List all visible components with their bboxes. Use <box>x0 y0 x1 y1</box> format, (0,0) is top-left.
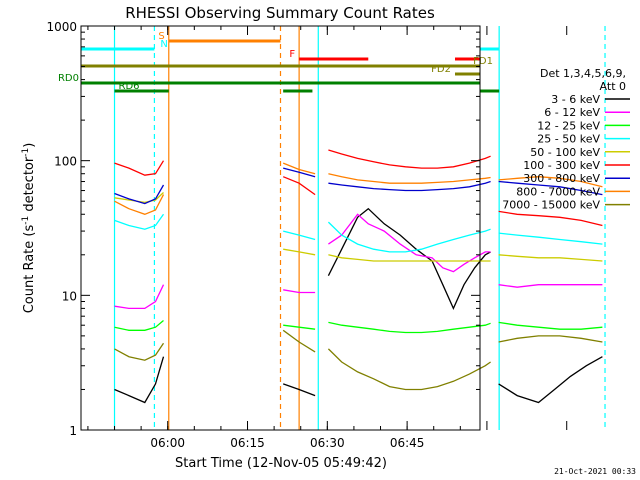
series-line-5-1 <box>282 176 316 196</box>
annotation-label-s: S <box>158 31 164 42</box>
y-axis-label-part3: ) <box>22 143 37 148</box>
y-axis-label: Count Rate (s-1 detector-1) <box>21 143 37 314</box>
series-line-6-0 <box>114 184 165 205</box>
x-tick-label-0: 06:00 <box>150 436 185 450</box>
series-line-5-3 <box>498 210 603 227</box>
legend-label-3: 25 - 50 keV <box>537 133 600 146</box>
series-line-7-1 <box>282 162 316 175</box>
y-tick-label-0: 1 <box>69 424 77 438</box>
series-line-3-1 <box>283 230 316 241</box>
legend-header-0: Det 1,3,4,5,6,9, <box>540 67 626 80</box>
series-line-7-2 <box>328 173 491 184</box>
series-line-6-1 <box>283 167 316 178</box>
chart-title: RHESSI Observing Summary Count Rates <box>125 4 435 22</box>
series-line-1-1 <box>283 289 316 294</box>
footer-timestamp: 21-Oct-2021 00:33 <box>554 467 636 476</box>
x-tick-label-2: 06:30 <box>310 436 345 450</box>
series-line-2-2 <box>328 321 491 334</box>
series-line-4-1 <box>283 248 316 256</box>
legend-label-2: 12 - 25 keV <box>537 119 600 132</box>
x-tick-label-3: 06:45 <box>390 436 425 450</box>
annotation-label-n: N <box>160 39 167 50</box>
legend-label-1: 6 - 12 keV <box>544 106 600 119</box>
series-line-3-0 <box>114 213 165 230</box>
legend-label-0: 3 - 6 keV <box>551 93 600 106</box>
y-tick-label-3: 1000 <box>46 20 77 34</box>
series-line-0-0 <box>114 356 165 404</box>
y-tick-label-2: 100 <box>54 155 77 169</box>
plot-area: SN F FD1 FD2 RD0 RD6 1 10 100 1000 06:00 06:15 06:30… <box>46 20 606 450</box>
series-line-8-0 <box>114 342 165 361</box>
series-line-6-3 <box>498 180 603 196</box>
annotation-label-rd0: RD0 <box>58 73 79 84</box>
legend-label-8: 7000 - 15000 keV <box>502 199 600 212</box>
series-line-0-3 <box>498 356 603 404</box>
legend-label-6: 300 - 800 keV <box>523 172 600 185</box>
series-line-7-3 <box>498 176 603 188</box>
series-line-8-1 <box>282 329 316 353</box>
series-line-7-0 <box>114 194 165 215</box>
series-line-8-3 <box>498 335 603 343</box>
y-axis-label-sup1: -1 <box>21 216 31 225</box>
legend-label-5: 100 - 300 keV <box>523 159 600 172</box>
series-line-2-0 <box>114 320 164 331</box>
y-axis-label-part1: Count Rate (s <box>22 225 37 314</box>
series-line-5-2 <box>328 149 491 169</box>
legend-label-4: 50 - 100 keV <box>530 146 600 159</box>
series-line-6-2 <box>328 180 491 192</box>
annotation-label-f: F <box>289 49 295 60</box>
series-line-4-3 <box>498 254 603 262</box>
y-axis-label-part2: detector <box>22 156 37 216</box>
annotation-label-rd6: RD6 <box>119 81 140 92</box>
y-tick-label-1: 10 <box>62 289 77 303</box>
y-axis-label-sup2: -1 <box>21 148 31 157</box>
series-line-5-0 <box>114 160 165 176</box>
series-line-1-3 <box>498 284 603 288</box>
legend-label-7: 800 - 7000 keV <box>516 185 600 198</box>
series-line-0-1 <box>282 383 316 397</box>
series-line-3-3 <box>498 232 603 245</box>
series-line-8-2 <box>327 348 491 391</box>
series-line-1-2 <box>328 213 491 273</box>
plot-frame <box>80 25 481 431</box>
annotation-label-fd2: FD2 <box>431 64 451 75</box>
series-line-4-0 <box>114 192 164 204</box>
x-axis-label: Start Time (12-Nov-05 05:49:42) <box>175 456 387 471</box>
series-line-2-3 <box>498 321 603 330</box>
series-line-3-2 <box>327 221 491 253</box>
legend-header-1: Att 0 <box>600 80 626 93</box>
series-line-1-0 <box>114 284 165 310</box>
annotation-label-fd1: FD1 <box>473 56 493 67</box>
series-line-2-1 <box>283 324 316 330</box>
x-tick-label-1: 06:15 <box>230 436 265 450</box>
series-line-4-2 <box>328 254 491 262</box>
